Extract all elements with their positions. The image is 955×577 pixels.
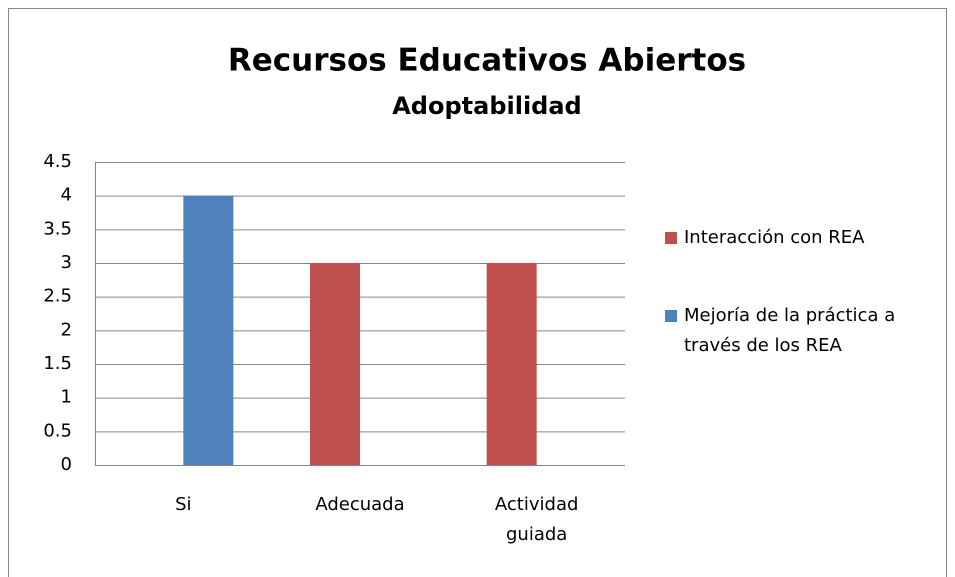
y-tick-label: 1.5 <box>43 353 72 374</box>
bar <box>486 263 537 465</box>
x-tick-label: Adecuada <box>315 494 405 515</box>
y-tick-label: 3 <box>61 252 72 273</box>
y-tick-label: 1 <box>61 387 72 408</box>
x-tick-label: Si <box>175 494 192 515</box>
legend-swatch <box>665 232 677 244</box>
y-tick-label: 3.5 <box>43 218 72 239</box>
x-tick-label: Actividad guiada <box>494 494 579 545</box>
chart-subtitle: Adoptabilidad <box>392 92 582 120</box>
bar <box>310 263 360 465</box>
y-tick-label: 4.5 <box>43 151 72 172</box>
legend-label: Interacción con REA <box>684 227 865 248</box>
legend-label: Mejoría de la práctica a través de los R… <box>684 305 896 356</box>
bar <box>183 195 234 465</box>
legend-swatch <box>665 310 677 322</box>
y-tick-label: 0.5 <box>43 420 72 441</box>
chart-border <box>8 8 947 577</box>
y-tick-label: 2.5 <box>43 286 72 307</box>
y-tick-label: 0 <box>61 454 72 475</box>
y-tick-label: 2 <box>61 319 72 340</box>
y-tick-label: 4 <box>61 185 72 206</box>
chart-title: Recursos Educativos Abiertos <box>228 43 746 79</box>
